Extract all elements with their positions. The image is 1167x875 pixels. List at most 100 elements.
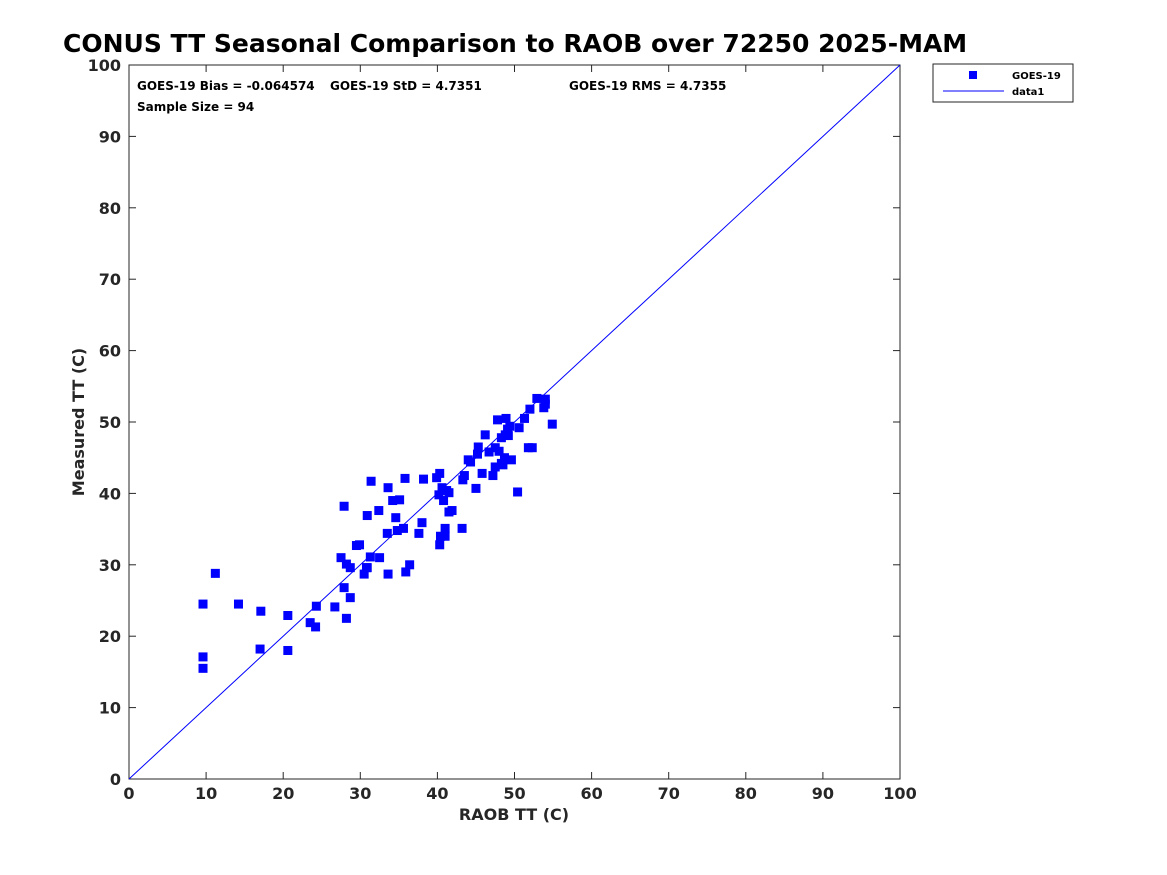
goes19-point <box>457 523 467 533</box>
goes19-point <box>283 610 293 620</box>
goes19-point <box>198 599 208 609</box>
goes19-point <box>459 471 469 481</box>
goes19-point <box>311 601 321 611</box>
x-tick-label: 20 <box>272 784 294 803</box>
goes19-point <box>361 563 371 573</box>
goes19-point <box>311 622 321 632</box>
x-tick-label: 100 <box>883 784 916 803</box>
goes19-point <box>499 453 509 463</box>
goes19-point <box>374 506 384 516</box>
y-tick-label: 90 <box>99 127 121 146</box>
goes19-point <box>506 455 516 465</box>
data1-line <box>128 64 901 780</box>
goes19-point <box>341 613 351 623</box>
x-tick-label: 50 <box>503 784 525 803</box>
goes19-point <box>336 553 346 563</box>
goes19-point <box>532 393 542 403</box>
goes19-point <box>419 474 429 484</box>
goes19-point <box>345 563 355 573</box>
goes19-point <box>198 652 208 662</box>
goes19-point <box>501 413 511 423</box>
goes19-point <box>414 528 424 538</box>
goes19-point <box>503 431 513 441</box>
goes19-point <box>488 471 498 481</box>
x-axis-label: RAOB TT (C) <box>459 805 569 824</box>
y-tick-label: 30 <box>99 556 121 575</box>
goes19-point <box>435 531 445 541</box>
goes19-point <box>365 552 375 562</box>
goes19-point <box>405 560 415 570</box>
goes19-point <box>339 583 349 593</box>
goes19-point <box>540 394 550 404</box>
std-annotation: GOES-19 StD = 4.7351 <box>330 79 482 93</box>
goes19-point <box>434 490 444 500</box>
goes19-point <box>472 449 482 459</box>
y-tick-label: 20 <box>99 627 121 646</box>
y-tick-label: 100 <box>88 56 121 75</box>
x-tick-label: 60 <box>580 784 602 803</box>
goes19-point <box>527 443 537 453</box>
legend-entry-goes19: GOES-19 <box>1012 71 1061 82</box>
goes19-point <box>233 599 243 609</box>
goes19-point <box>362 511 372 521</box>
goes19-point <box>339 501 349 511</box>
goes19-point <box>391 513 401 523</box>
y-tick-label: 0 <box>110 770 121 789</box>
goes19-point <box>466 457 476 467</box>
goes19-point <box>444 488 454 498</box>
goes19-point <box>439 496 449 506</box>
legend-entry-data1: data1 <box>1012 87 1044 98</box>
goes19-point <box>440 531 450 541</box>
goes19-point <box>513 487 523 497</box>
bias-annotation: GOES-19 Bias = -0.064574 <box>137 79 315 93</box>
goes19-point <box>484 447 494 457</box>
goes19-point <box>435 540 445 550</box>
goes19-point <box>366 476 376 486</box>
goes19-point <box>417 518 427 528</box>
legend-marker-square <box>969 71 977 79</box>
y-tick-label: 50 <box>99 413 121 432</box>
goes19-point <box>494 446 504 456</box>
goes19-point <box>547 419 557 429</box>
legend: GOES-19 data1 <box>932 63 1074 103</box>
y-tick-label: 80 <box>99 199 121 218</box>
legend-box <box>932 63 1074 103</box>
goes19-point <box>398 523 408 533</box>
y-axis: 0 10 20 30 40 50 60 70 80 90 100 <box>88 56 900 789</box>
goes19-point <box>198 663 208 673</box>
goes19-points-group <box>198 393 557 673</box>
goes19-point <box>435 468 445 478</box>
rms-annotation: GOES-19 RMS = 4.7355 <box>569 79 726 93</box>
goes19-point <box>359 569 369 579</box>
goes19-point <box>383 483 393 493</box>
y-tick-label: 40 <box>99 484 121 503</box>
y-axis-label: Measured TT (C) <box>69 348 88 496</box>
goes19-point <box>375 553 385 563</box>
goes19-point <box>471 483 481 493</box>
y-tick-label: 70 <box>99 270 121 289</box>
goes19-point <box>345 593 355 603</box>
goes19-point <box>514 423 524 433</box>
goes19-point <box>255 644 265 654</box>
goes19-point <box>503 424 513 434</box>
x-tick-label: 90 <box>812 784 834 803</box>
data1-line-group <box>128 64 901 780</box>
goes19-point <box>355 540 365 550</box>
chart-title: CONUS TT Seasonal Comparison to RAOB ove… <box>63 29 967 58</box>
x-tick-label: 70 <box>658 784 680 803</box>
y-tick-label: 10 <box>99 699 121 718</box>
goes19-point <box>447 506 457 516</box>
goes19-point <box>490 462 500 472</box>
x-axis: 0 10 20 30 40 50 60 70 80 90 100 <box>123 65 917 803</box>
goes19-point <box>283 645 293 655</box>
goes19-point <box>477 468 487 478</box>
goes19-point <box>395 495 405 505</box>
x-tick-label: 10 <box>195 784 217 803</box>
x-tick-label: 0 <box>123 784 134 803</box>
goes19-point <box>392 526 402 536</box>
y-tick-label: 60 <box>99 342 121 361</box>
goes19-point <box>210 568 220 578</box>
goes19-point <box>388 496 398 506</box>
goes19-point <box>400 473 410 483</box>
